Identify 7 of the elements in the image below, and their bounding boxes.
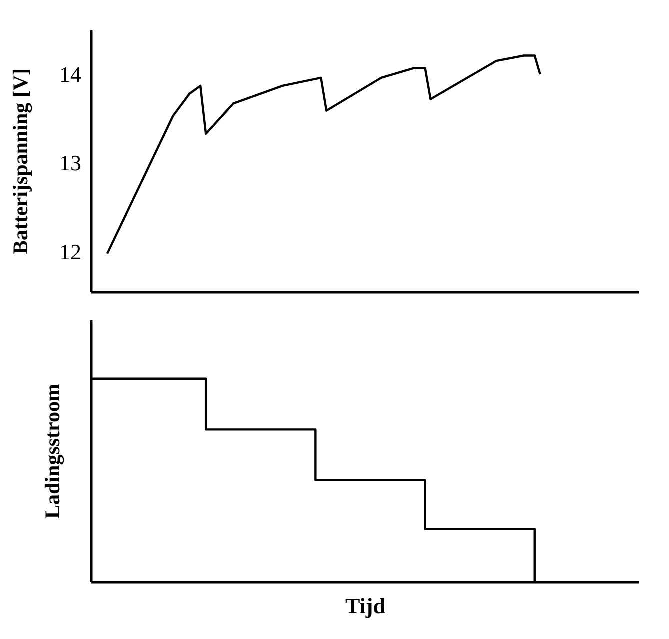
y-axis-title: Batterijspanning [V] [8, 68, 32, 255]
x-axis-title: Tijd [346, 594, 386, 618]
line-series [106, 54, 542, 255]
y-tick-label: 14 [60, 62, 82, 87]
y-tick-label: 12 [60, 240, 82, 265]
y-tick-label: 13 [60, 150, 82, 176]
y-axis-title: Ladingsstroom [40, 384, 64, 519]
